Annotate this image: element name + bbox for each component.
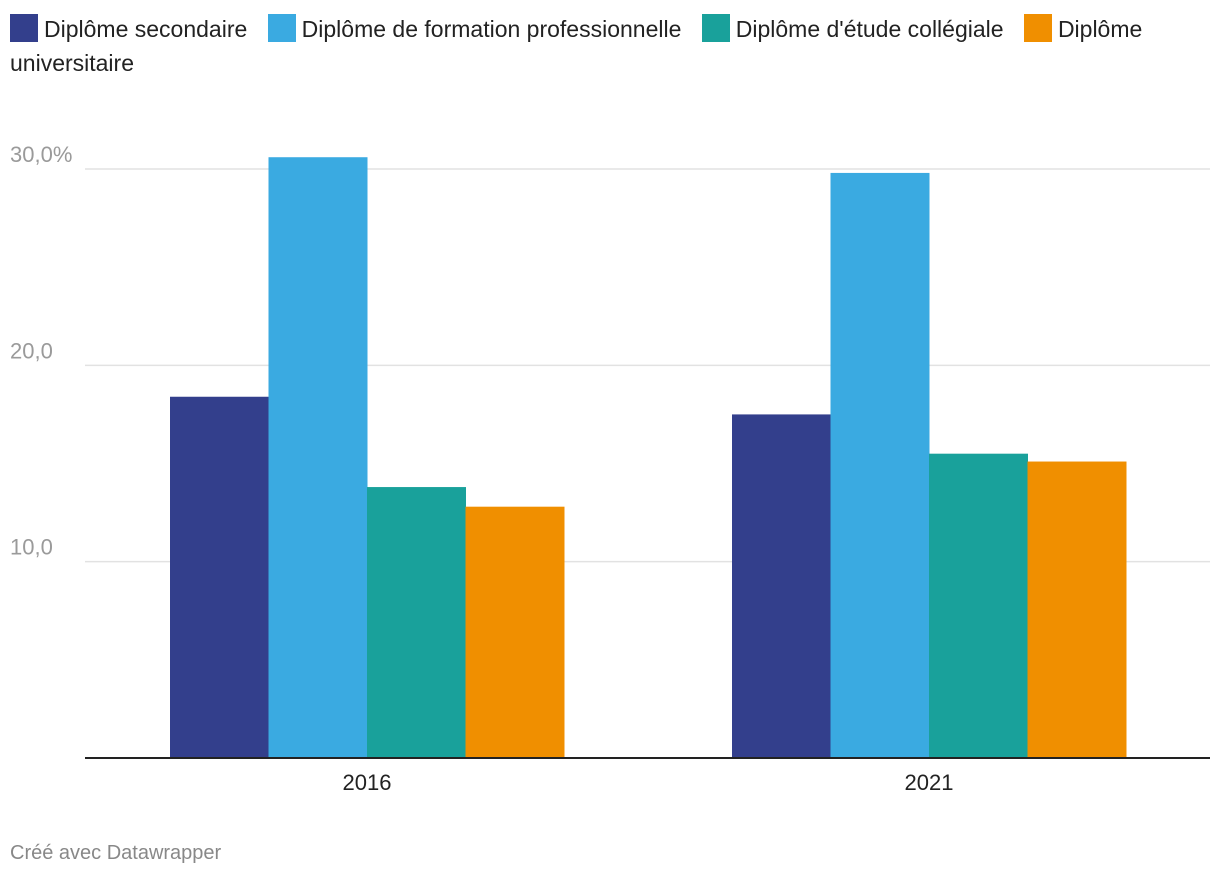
- axis-labels: 10,0 20,0 30,0% 2016 2021: [10, 142, 953, 795]
- bar-2021-series-3: [1027, 461, 1127, 758]
- legend-item-collegiale: Diplôme d'étude collégiale: [701, 14, 1004, 42]
- bar-2021-series-1: [830, 172, 930, 759]
- credit-text: Créé avec Datawrapper: [10, 842, 222, 864]
- bar-2016-series-3: [465, 506, 565, 758]
- x-category-label: 2016: [343, 770, 392, 795]
- bar-2016-series-1: [268, 157, 368, 759]
- legend-label-professionnelle: Diplôme de formation professionnelle: [301, 16, 682, 42]
- legend-swatch-universitaire: [1023, 14, 1052, 42]
- legend-label-secondaire: Diplôme secondaire: [44, 16, 248, 42]
- legend-label-universitaire: Diplôme universitaire: [10, 16, 1143, 76]
- bars: [170, 157, 1127, 759]
- legend-label-collegiale: Diplôme d'étude collégiale: [735, 16, 1004, 42]
- legend-swatch-professionnelle: [267, 14, 296, 42]
- y-tick-label: 10,0: [10, 535, 53, 560]
- y-tick-label: 30,0%: [10, 142, 72, 167]
- bar-2016-series-2: [367, 487, 466, 758]
- legend-swatch-secondaire: [10, 14, 38, 42]
- bar-2021-series-0: [732, 414, 831, 758]
- legend-item-universitaire: Diplôme universitaire: [10, 14, 1143, 76]
- chart-legend: Diplôme secondaire Diplôme de formation …: [10, 12, 1205, 80]
- y-tick-label: 20,0: [10, 338, 53, 363]
- bar-2016-series-0: [170, 396, 269, 758]
- x-category-label: 2021: [905, 770, 954, 795]
- bar-2021-series-2: [929, 453, 1028, 758]
- legend-swatch-collegiale: [701, 14, 730, 42]
- legend-item-secondaire: Diplôme secondaire: [10, 14, 248, 42]
- legend-item-professionnelle: Diplôme de formation professionnelle: [267, 14, 682, 42]
